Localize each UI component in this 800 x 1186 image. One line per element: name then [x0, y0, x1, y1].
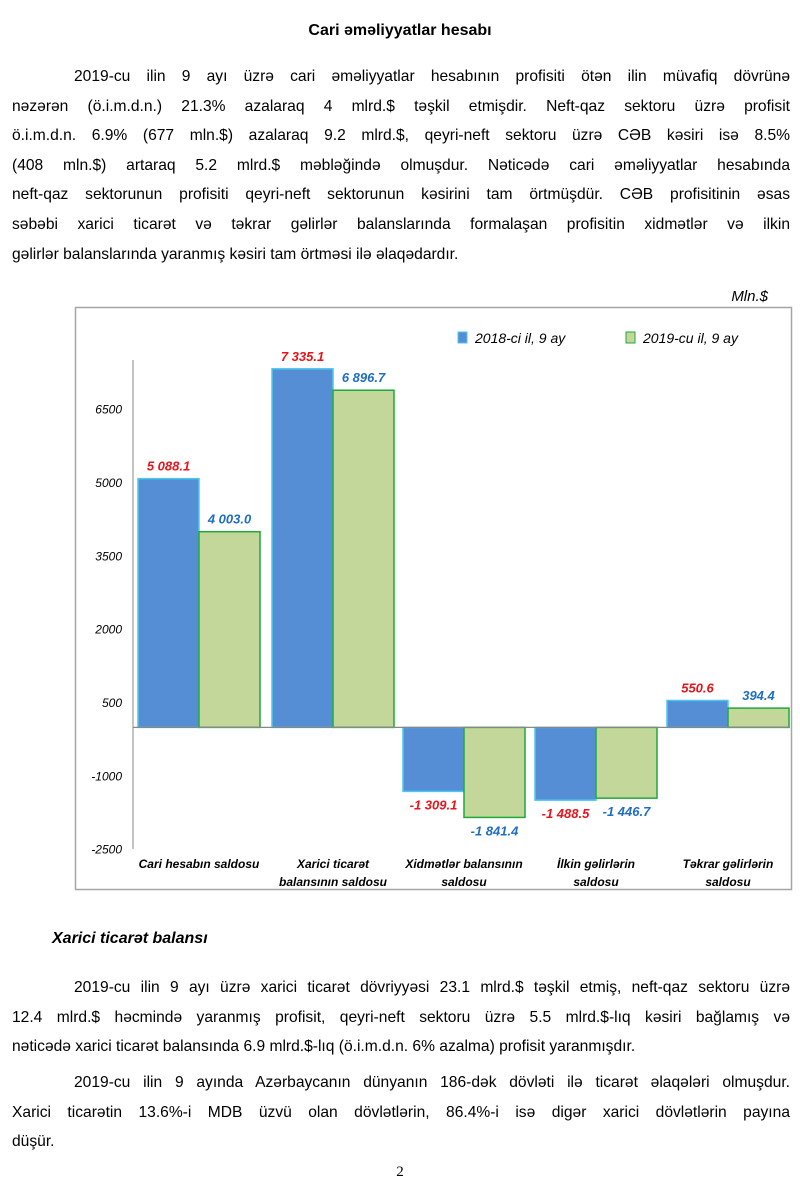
legend-swatch: [457, 331, 468, 344]
data-label: -1 446.7: [603, 804, 651, 819]
section-subtitle: Xarici ticarət balansı: [52, 930, 208, 947]
category-label: Cari hesabın saldosu: [139, 857, 260, 871]
text-line: ö.i.m.d.n. 6.9% (677 mln.$) azalaraq 9.2…: [12, 127, 790, 145]
text-line: 2019-cu ilin 9 ayında Azərbaycanın dünya…: [74, 1074, 790, 1091]
category-label: balansının saldosu: [279, 875, 388, 889]
text-line: 2019-cu ilin 9 ayı üzrə cari əməliyyatla…: [74, 68, 790, 85]
bar: [137, 477, 200, 729]
data-label: 5 088.1: [147, 459, 190, 474]
data-label: -1 488.5: [542, 806, 590, 821]
category-label: Xidmətlər balansının: [404, 857, 522, 871]
data-label: 6 896.7: [342, 370, 386, 385]
text-line: düşür.: [12, 1133, 55, 1151]
data-label: 7 335.1: [281, 349, 324, 364]
bar: [463, 726, 526, 819]
paragraph-current-account: 2019-cu ilin 9 ayı üzrə cari əməliyyatla…: [12, 62, 790, 269]
paragraph-trade-1: 2019-cu ilin 9 ayı üzrə xarici ticarət d…: [12, 973, 790, 1062]
data-label: 394.4: [742, 688, 775, 703]
bar: [595, 726, 658, 799]
text-line: neft-qaz sektorunun profisiti qeyri-neft…: [12, 186, 790, 204]
data-label: -1 841.4: [471, 823, 519, 838]
text-line: 2019-cu ilin 9 ayı üzrə xarici ticarət d…: [74, 979, 790, 996]
legend-label: 2019-cu il, 9 ay: [642, 330, 739, 346]
bar: [271, 368, 334, 729]
category-label: saldosu: [573, 875, 619, 889]
y-tick-label: -1000: [91, 769, 122, 783]
paragraph-trade-2: 2019-cu ilin 9 ayında Azərbaycanın dünya…: [12, 1068, 790, 1157]
y-tick-label: 6500: [95, 403, 122, 417]
bar: [727, 707, 790, 729]
y-tick-label: 500: [102, 696, 122, 710]
page-number: 2: [396, 1164, 404, 1180]
text-line: nəzərən (ö.i.m.d.n.) 21.3% azalaraq 4 ml…: [12, 97, 790, 115]
category-label: Təkrar gəlirlərin: [683, 857, 774, 871]
bar: [198, 530, 261, 729]
y-tick-label: 3500: [95, 549, 122, 563]
text-line: gəlirlər balanslarında yaranmış kəsiri t…: [12, 245, 459, 263]
data-label: 550.6: [681, 680, 714, 695]
section-title: Cari əməliyyatlar hesabı: [308, 22, 492, 39]
unit-label: Mln.$: [731, 288, 768, 305]
category-label: Xarici ticarət: [296, 857, 370, 871]
text-line: nəticədə xarici ticarət balansında 6.9 m…: [12, 1038, 636, 1056]
data-label: -1 309.1: [410, 797, 458, 812]
bar: [402, 726, 465, 793]
text-line: Xarici ticarətin 13.6%-i MDB üzvü olan d…: [12, 1103, 790, 1121]
bar: [666, 699, 729, 729]
category-label: saldosu: [441, 875, 487, 889]
y-tick-label: -2500: [91, 843, 122, 857]
bar: [332, 389, 395, 729]
legend-label: 2018-ci il, 9 ay: [474, 330, 566, 346]
text-line: 12.4 mlrd.$ həcmində yaranmış profisit, …: [12, 1008, 790, 1026]
category-label: saldosu: [705, 875, 751, 889]
y-tick-label: 2000: [94, 623, 122, 637]
text-line: səbəbi xarici ticarət və təkrar gəlirlər…: [12, 215, 790, 233]
y-tick-label: 5000: [95, 476, 122, 490]
data-label: 4 003.0: [207, 512, 252, 527]
bar: [534, 726, 597, 801]
text-line: (408 mln.$) artaraq 5.2 mlrd.$ məbləğind…: [12, 156, 790, 174]
legend-swatch: [625, 331, 636, 344]
category-label: İlkin gəlirlərin: [557, 856, 635, 871]
